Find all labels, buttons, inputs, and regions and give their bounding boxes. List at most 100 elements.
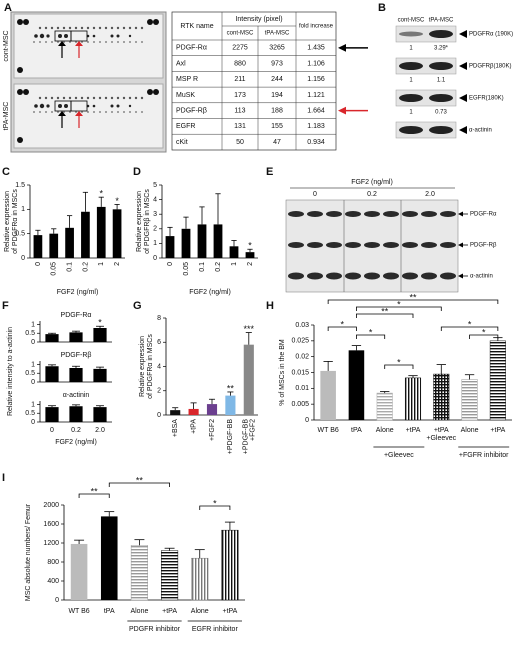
y-tick-label: 2000	[43, 502, 59, 509]
spot	[74, 96, 78, 100]
significance: *	[115, 196, 119, 206]
x-tick-label: tPA	[351, 427, 362, 434]
table-cell: 244	[271, 76, 283, 83]
ref-spot	[147, 89, 153, 95]
blot-band	[364, 272, 380, 280]
spot	[39, 41, 41, 43]
panel-label: A	[4, 2, 12, 14]
significance-bracket	[108, 482, 170, 487]
spot	[45, 111, 47, 113]
band-quant: 1	[409, 78, 413, 84]
bar	[65, 227, 74, 258]
table-cell: 2275	[232, 45, 248, 52]
y-tick-label: 0.005	[291, 401, 309, 408]
spot	[50, 96, 54, 100]
significance-bracket	[78, 493, 110, 498]
blot-band	[383, 211, 399, 217]
x-tick-label: 2	[247, 262, 254, 266]
bar	[243, 344, 254, 415]
significance: *	[99, 189, 103, 199]
x-axis-label: FGF2 (ng/ml)	[189, 289, 231, 296]
spot	[38, 26, 42, 30]
x-tick-label: 0.2	[71, 427, 81, 434]
table-subheader: cont-MSC	[227, 31, 254, 37]
band-quant: 3.29*	[434, 46, 449, 52]
array-membrane	[13, 83, 164, 149]
bar	[197, 224, 207, 258]
spot	[87, 111, 89, 113]
spot	[99, 41, 101, 43]
x-tick-label: +tPA +Gleevec	[426, 427, 456, 442]
band-quant: 1	[409, 46, 413, 52]
x-tick-label: Alone	[191, 608, 209, 615]
y-tick-label: 0.5	[25, 370, 35, 377]
y-tick-label: 2	[157, 388, 161, 395]
significance: ***	[244, 324, 255, 334]
spot	[116, 96, 120, 100]
x-tick-label: +FGF2	[209, 419, 216, 441]
spot	[141, 111, 143, 113]
y-tick-label: 0	[31, 419, 35, 426]
blot-band	[383, 242, 399, 248]
group-label: EGFR inhibitor	[192, 626, 239, 633]
bar	[245, 252, 255, 258]
x-tick-label: 1	[231, 262, 238, 266]
table-cell: 173	[234, 92, 246, 99]
bar	[221, 529, 239, 601]
significance: **	[381, 306, 389, 316]
bar	[100, 516, 118, 600]
table-cell: 1.106	[307, 60, 325, 67]
array-membrane	[13, 13, 164, 79]
significance: *	[397, 357, 401, 367]
table-cell: 155	[271, 123, 283, 130]
spot	[92, 34, 96, 38]
table-header: Intensity (pixel)	[235, 16, 282, 23]
spot	[86, 96, 90, 100]
x-tick-label: 0.2	[82, 262, 89, 272]
bar	[320, 370, 336, 420]
spot	[44, 26, 48, 30]
spot	[134, 96, 138, 100]
x-tick-line: +FGF2	[249, 419, 256, 441]
blot-band	[345, 211, 361, 217]
panel-label: I	[2, 472, 5, 484]
significance-bracket	[356, 334, 386, 339]
spot	[135, 111, 137, 113]
spot	[51, 111, 53, 113]
table-cell: 113	[234, 107, 245, 114]
band-quant: 1	[409, 110, 413, 116]
bar	[161, 550, 179, 601]
table-subheader: tPA-MSC	[265, 31, 290, 37]
bar	[93, 328, 107, 342]
blot-band	[364, 211, 380, 217]
spot	[39, 33, 45, 39]
y-tick-label: 3	[153, 211, 157, 218]
y-tick-label: 8	[157, 315, 161, 322]
panel-label: B	[378, 2, 386, 14]
y-tick-label: 2	[153, 226, 157, 233]
significance: *	[248, 241, 252, 251]
blot-band	[288, 272, 304, 280]
spot	[34, 34, 38, 38]
significance-bracket	[440, 326, 499, 331]
blot-band	[399, 126, 423, 134]
spot	[34, 104, 38, 108]
y-tick-label: 0	[31, 379, 35, 386]
blot-band	[402, 211, 418, 217]
bar	[206, 404, 218, 415]
y-tick-label: 1200	[43, 540, 59, 547]
bar	[93, 407, 107, 422]
spot	[141, 41, 143, 43]
panel-label: F	[2, 300, 9, 312]
y-tick-label: 0.015	[291, 369, 309, 376]
panel-label: H	[266, 300, 274, 312]
spot	[39, 111, 41, 113]
x-tick-label: 0	[167, 262, 174, 266]
bar	[69, 332, 83, 342]
significance: *	[341, 319, 345, 329]
x-tick-label: 0	[35, 262, 42, 266]
spot	[56, 96, 60, 100]
ref-spot	[153, 19, 159, 25]
table-cell: 1.156	[307, 76, 325, 83]
spot	[105, 111, 107, 113]
